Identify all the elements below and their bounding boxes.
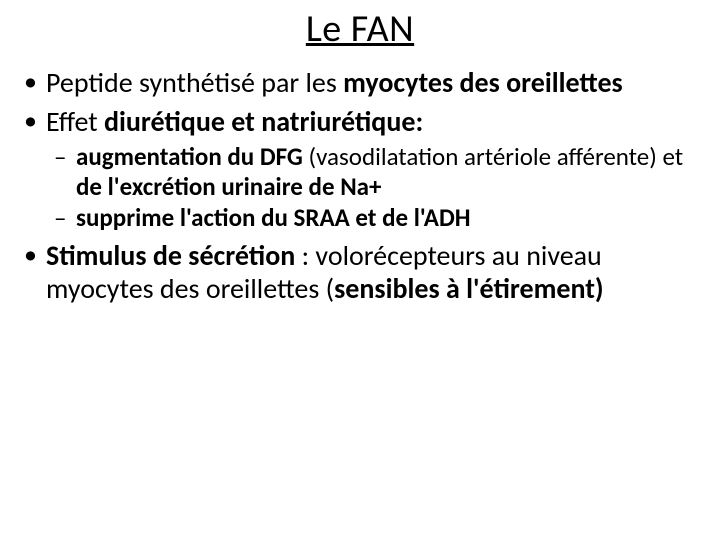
bullet-list: Peptide synthétisé par les myocytes des …	[18, 66, 702, 305]
bullet-item-1: Peptide synthétisé par les myocytes des …	[46, 66, 702, 99]
text-plain: Peptide synthétisé par les	[46, 65, 343, 100]
text-plain: (vasodilatation artériole afférente) et	[303, 141, 683, 172]
text-bold: augmentation du DFG	[76, 141, 303, 172]
text-bold: sensibles à l'étirement)	[334, 271, 604, 306]
text-plain: Effet	[46, 104, 104, 139]
text-bold: supprime l'action du SRAA et de l'ADH	[76, 202, 470, 233]
text-bold: myocytes des oreillettes	[343, 65, 623, 100]
slide-title: Le FAN	[18, 6, 702, 52]
text-bold: de l'excrétion urinaire de Na+	[76, 171, 381, 202]
text-bold: Stimulus de sécrétion	[46, 238, 295, 273]
bullet-item-2: Effet diurétique et natriurétique: augme…	[46, 105, 702, 233]
sub-bullet-item-1: augmentation du DFG (vasodilatation arté…	[76, 142, 702, 201]
sub-bullet-item-2: supprime l'action du SRAA et de l'ADH	[76, 203, 702, 233]
text-bold: diurétique et natriurétique:	[104, 104, 423, 139]
bullet-item-3: Stimulus de sécrétion : volorécepteurs a…	[46, 239, 702, 305]
sub-bullet-list: augmentation du DFG (vasodilatation arté…	[46, 142, 702, 233]
